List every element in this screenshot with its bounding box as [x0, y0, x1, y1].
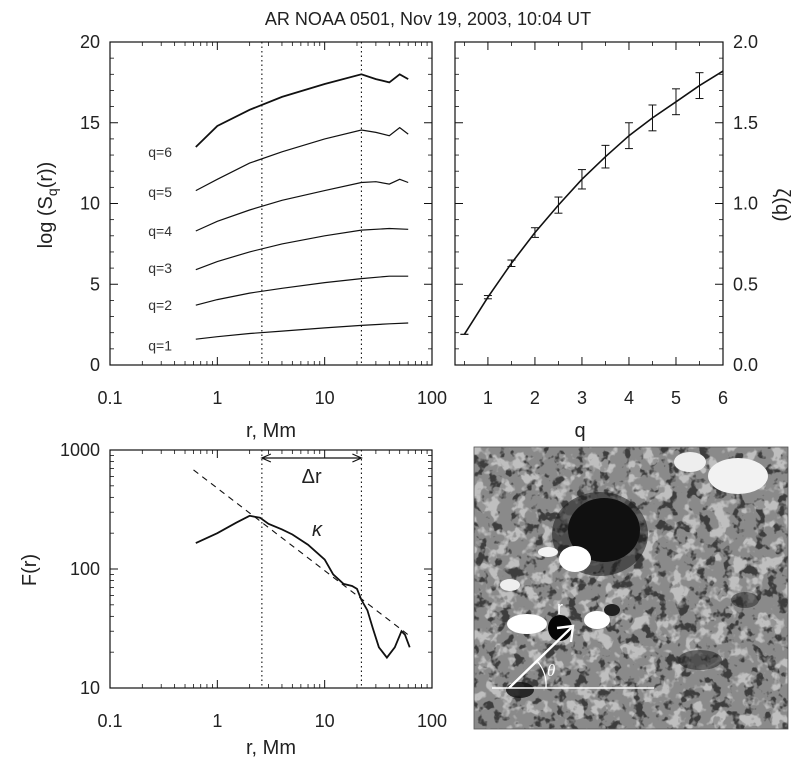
y-axis-label: ζ(q) — [771, 188, 792, 221]
x-tick-label: 3 — [577, 388, 587, 408]
error-bar — [530, 227, 539, 238]
y-tick-label: 20 — [80, 32, 100, 52]
error-bar — [577, 169, 586, 190]
y-tick-label: 10 — [80, 194, 100, 214]
series-label: q=3 — [148, 260, 172, 276]
y-tick-label: 0.0 — [733, 355, 758, 375]
x-axis-label: q — [574, 420, 585, 442]
y-tick-label: 5 — [90, 274, 100, 294]
y-tick-label: 0.5 — [733, 274, 758, 294]
series-label: q=2 — [148, 297, 172, 313]
y-tick-label: 1.5 — [733, 113, 758, 133]
arrow-head — [556, 624, 575, 643]
y-axis-label: log (Sq(r)) — [35, 162, 60, 249]
y-tick-label: 10 — [80, 678, 100, 698]
y-tick-label: 1000 — [60, 440, 100, 460]
structure-function-curve — [195, 178, 409, 232]
error-bar — [507, 259, 516, 267]
figure-title: AR NOAA 0501, Nov 19, 2003, 10:04 UT — [265, 9, 591, 29]
x-tick-label: 4 — [624, 388, 634, 408]
panel-frame — [454, 41, 724, 366]
kappa-label: κ — [312, 519, 323, 541]
structure-function-curve — [195, 73, 409, 148]
r-arrow — [508, 626, 573, 689]
y-tick-label: 15 — [80, 113, 100, 133]
x-tick-label: 10 — [315, 711, 335, 731]
x-axis-label: r, Mm — [246, 737, 296, 759]
x-axis-label: r, Mm — [246, 420, 296, 442]
flatness-panel: 0.1 1 10 100 10 100 1000 Δr κ r, Mm F(r) — [19, 440, 447, 759]
flatness-curve — [195, 514, 411, 660]
y-axis-label: F(r) — [19, 554, 41, 586]
error-bar — [483, 295, 492, 300]
magnetogram-image: r θ — [473, 446, 789, 730]
x-tick-label: 1 — [483, 388, 493, 408]
series-label: q=4 — [148, 223, 172, 239]
series-label: q=1 — [148, 338, 172, 354]
x-tick-label: 6 — [718, 388, 728, 408]
power-law-fit — [193, 469, 409, 636]
error-bar — [601, 144, 610, 169]
arrow-head — [352, 453, 363, 463]
image-frame — [473, 446, 789, 730]
x-tick-label: 2 — [530, 388, 540, 408]
y-tick-label: 100 — [70, 559, 100, 579]
y-tick-label: 0 — [90, 355, 100, 375]
scaling-exponent-panel: 1 2 3 4 5 60.0 0.5 1.0 1.5 2.0 q ζ(q) — [454, 32, 792, 442]
structure-function-curve — [195, 126, 409, 192]
structure-function-curve — [195, 227, 409, 271]
x-tick-label: 1 — [212, 711, 222, 731]
delta-r-label: Δr — [302, 466, 322, 488]
error-bar — [554, 196, 563, 214]
x-tick-label: 1 — [212, 388, 222, 408]
error-bar — [648, 104, 657, 132]
x-tick-label: 0.1 — [97, 388, 122, 408]
theta-label: θ — [547, 661, 555, 680]
x-tick-label: 5 — [671, 388, 681, 408]
y-tick-label: 2.0 — [733, 32, 758, 52]
y-tick-label: 1.0 — [733, 194, 758, 214]
structure-functions-panel: q=1 q=2 q=3 q=4 q=5 q=6 0.1 1 10 100 0 5 10 15 20 r, … — [35, 32, 447, 442]
series-label: q=6 — [148, 144, 172, 160]
structure-function-curve — [195, 322, 409, 340]
x-tick-label: 100 — [417, 711, 447, 731]
error-bar — [671, 88, 680, 116]
error-bar — [624, 122, 633, 150]
arrow-head — [260, 453, 272, 463]
series-label: q=5 — [148, 184, 172, 200]
structure-function-curve — [195, 275, 409, 306]
r-label: r — [557, 598, 563, 618]
x-tick-label: 10 — [315, 388, 335, 408]
x-tick-label: 0.1 — [97, 711, 122, 731]
error-bar — [695, 72, 704, 100]
theta-arc — [536, 660, 547, 689]
x-tick-label: 100 — [417, 388, 447, 408]
zeta-curve — [463, 70, 724, 335]
